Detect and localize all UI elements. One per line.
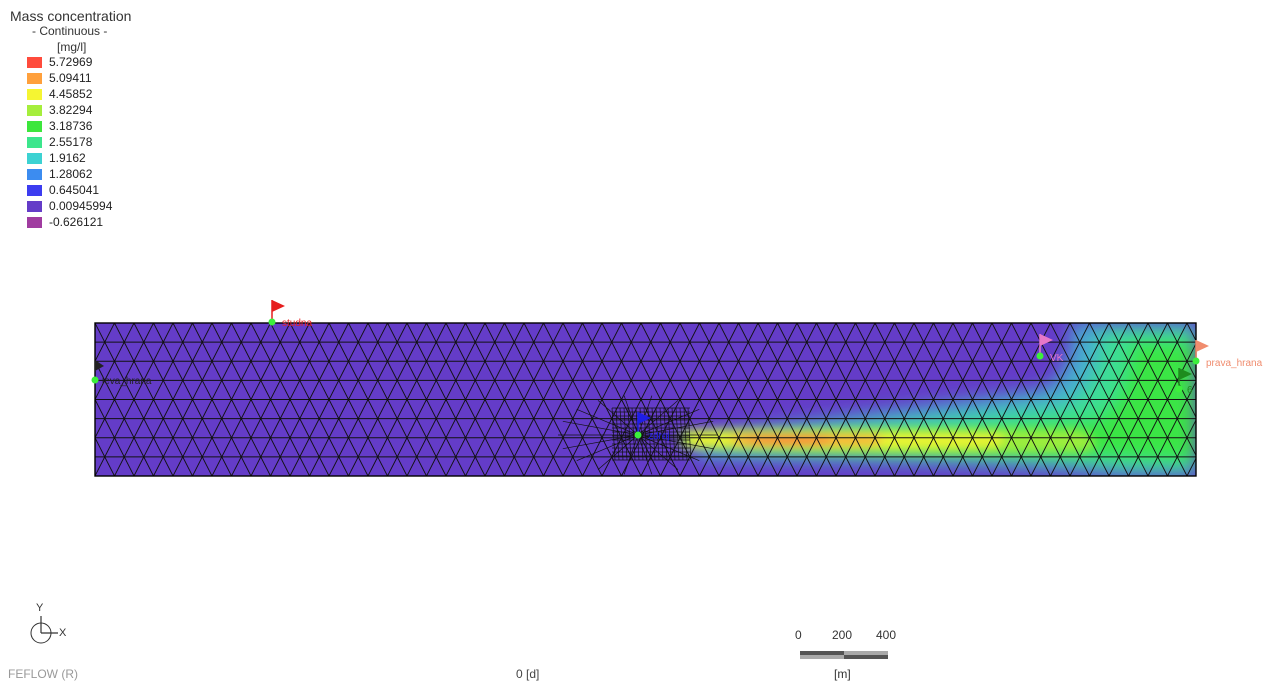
scale-bar: 0 200 400 [m] — [790, 626, 910, 684]
legend-value: 3.18736 — [49, 119, 93, 133]
legend-swatch — [27, 104, 42, 116]
obs-label-zdroj: zdroj — [648, 431, 670, 442]
obs-point-zdroj[interactable]: zdroj — [634, 412, 670, 442]
legend-swatch — [27, 200, 42, 212]
legend-swatch — [27, 88, 42, 100]
legend-entry: 0.645041 — [27, 183, 99, 197]
obs-point-prava_hrana[interactable]: prava_hrana — [1192, 340, 1263, 369]
legend-entry: 5.72969 — [27, 55, 92, 69]
legend-subtitle: - Continuous - — [32, 24, 108, 38]
legend-entry: 1.28062 — [27, 167, 92, 181]
scale-tick-200: 200 — [832, 628, 853, 642]
triangular-mesh — [95, 323, 1196, 476]
obs-label-leva_hrana: leva_hrana — [102, 376, 152, 387]
axis-y-label: Y — [36, 602, 44, 614]
legend-value: 3.82294 — [49, 103, 93, 117]
flag-icon — [272, 300, 285, 312]
legend-entry: 0.00945994 — [27, 199, 112, 213]
obs-point-VK[interactable]: VK — [1036, 334, 1064, 364]
obs-label-VK: VK — [1050, 353, 1064, 364]
legend-value: 1.9162 — [49, 151, 86, 165]
scale-unit: [m] — [834, 667, 851, 681]
flag-icon — [1196, 340, 1209, 352]
model-domain-border — [94, 322, 1197, 477]
legend-title: Mass concentration — [10, 8, 132, 24]
app-name: FEFLOW (R) — [8, 667, 78, 681]
obs-label-prava_hrana: prava_hrana — [1206, 358, 1263, 369]
legend-entry: 2.55178 — [27, 135, 92, 149]
legend-value: 0.645041 — [49, 183, 100, 197]
legend-value: 1.28062 — [49, 167, 93, 181]
obs-point-leva_hrana[interactable]: leva_hrana — [91, 360, 152, 387]
axis-orientation-widget: Y X — [24, 602, 74, 648]
legend-value: 2.55178 — [49, 135, 93, 149]
legend-value: -0.626121 — [49, 215, 104, 229]
legend-entry: 3.82294 — [27, 103, 92, 117]
scale-tick-400: 400 — [876, 628, 897, 642]
legend-value: 5.09411 — [49, 71, 92, 85]
legend-swatch — [27, 168, 42, 180]
obs-point-6[interactable]: 6 — [1175, 368, 1194, 396]
refined-mesh-zone — [558, 395, 718, 475]
legend-value: 5.72969 — [49, 55, 93, 69]
legend-value: 0.00945994 — [49, 199, 113, 213]
obs-label-6: 6 — [1187, 385, 1193, 396]
axis-x-label: X — [59, 627, 67, 639]
legend-swatch — [27, 152, 42, 164]
simulation-time: 0 [d] — [516, 667, 540, 681]
legend-swatch — [27, 120, 42, 132]
legend-unit: [mg/l] — [57, 40, 87, 54]
legend-entry: 5.09411 — [27, 71, 92, 85]
legend-entry: 1.9162 — [27, 151, 86, 165]
legend-entry: -0.626121 — [27, 215, 103, 229]
legend-swatch — [27, 216, 42, 228]
scale-bar-graphic — [800, 651, 888, 659]
legend-swatch — [27, 56, 42, 68]
flag-icon — [1179, 368, 1192, 380]
obs-point-studna[interactable]: studna — [268, 300, 313, 329]
legend-swatch — [27, 72, 42, 84]
flag-icon — [638, 412, 651, 424]
concentration-field — [95, 323, 1196, 476]
flag-icon — [95, 360, 104, 371]
obs-label-studna: studna — [282, 318, 312, 329]
axis-icon — [30, 616, 58, 644]
legend-value: 4.45852 — [49, 87, 93, 101]
legend-entry: 3.18736 — [27, 119, 92, 133]
scale-tick-0: 0 — [795, 628, 802, 642]
flag-icon — [1040, 334, 1053, 346]
legend-entry: 4.45852 — [27, 87, 92, 101]
legend-swatch — [27, 184, 42, 196]
legend-swatch — [27, 136, 42, 148]
